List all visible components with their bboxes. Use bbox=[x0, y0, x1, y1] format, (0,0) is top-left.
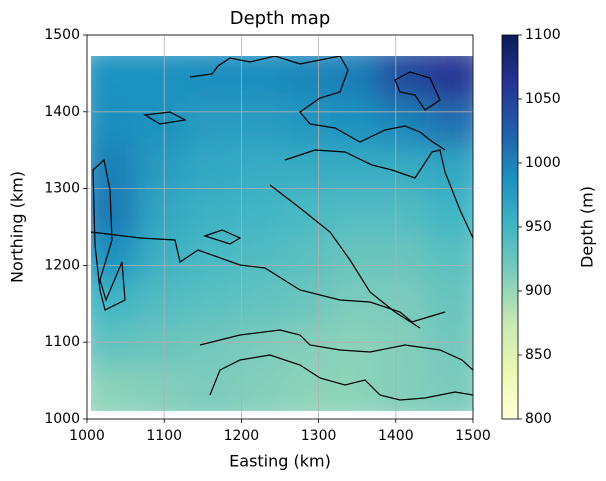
heat-cell bbox=[329, 102, 378, 147]
heat-cell bbox=[425, 323, 473, 368]
heat-cell bbox=[91, 234, 140, 280]
heat-cell bbox=[425, 56, 473, 103]
heat-cell bbox=[234, 234, 283, 280]
colorbar-tick-label: 1100 bbox=[525, 27, 561, 43]
heat-cell bbox=[91, 323, 140, 368]
heat-cell bbox=[377, 367, 426, 411]
heat-cell bbox=[138, 56, 188, 103]
colorbar-label: Depth (m) bbox=[578, 186, 597, 268]
y-tick-label: 1400 bbox=[44, 104, 80, 120]
heat-cell bbox=[138, 367, 188, 411]
heatmap bbox=[91, 56, 473, 411]
x-tick-label: 1300 bbox=[301, 428, 337, 444]
y-tick-label: 1100 bbox=[44, 334, 80, 350]
x-tick-label: 1100 bbox=[146, 428, 182, 444]
y-axis-label: Northing (km) bbox=[8, 171, 27, 283]
x-tick-label: 1200 bbox=[224, 428, 260, 444]
y-tick-label: 1300 bbox=[44, 181, 80, 197]
heat-cell bbox=[186, 190, 235, 236]
heat-cell bbox=[329, 323, 378, 368]
heat-cell bbox=[282, 146, 330, 192]
heat-cell bbox=[138, 323, 188, 368]
heat-cell bbox=[186, 146, 235, 192]
heat-cell bbox=[91, 102, 140, 147]
colorbar-tick-label: 850 bbox=[525, 347, 552, 363]
heat-cell bbox=[234, 190, 283, 236]
heat-cell bbox=[425, 234, 473, 280]
heat-cell bbox=[377, 56, 426, 103]
heat-cell bbox=[282, 323, 330, 368]
heat-cell bbox=[377, 190, 426, 236]
colorbar bbox=[501, 34, 519, 420]
heat-cell bbox=[282, 278, 330, 324]
heat-cell bbox=[329, 146, 378, 192]
x-axis-label: Easting (km) bbox=[229, 452, 331, 471]
heat-cell bbox=[91, 367, 140, 411]
heat-cell bbox=[91, 278, 140, 324]
heat-cell bbox=[186, 102, 235, 147]
heat-cell bbox=[186, 367, 235, 411]
heat-cell bbox=[282, 367, 330, 411]
heat-cell bbox=[329, 367, 378, 411]
plot-frame bbox=[86, 34, 474, 420]
heat-cell bbox=[425, 146, 473, 192]
heat-cell bbox=[425, 190, 473, 236]
heat-cell bbox=[425, 278, 473, 324]
heat-cell bbox=[377, 234, 426, 280]
heat-cell bbox=[329, 56, 378, 103]
heat-cell bbox=[234, 56, 283, 103]
heat-cell bbox=[425, 102, 473, 147]
colorbar-tick-label: 950 bbox=[525, 219, 552, 235]
contours bbox=[91, 56, 473, 401]
heat-cell bbox=[186, 323, 235, 368]
heat-cell bbox=[282, 234, 330, 280]
heat-cell bbox=[282, 56, 330, 103]
y-tick-label: 1000 bbox=[44, 411, 80, 427]
colorbar-tick-label: 1050 bbox=[525, 91, 561, 107]
heat-cell bbox=[91, 146, 140, 192]
heat-cell bbox=[138, 234, 188, 280]
heat-cell bbox=[234, 278, 283, 324]
heat-cell bbox=[91, 56, 140, 103]
heat-cell bbox=[282, 102, 330, 147]
x-tick-label: 1000 bbox=[69, 428, 105, 444]
heat-cell bbox=[186, 234, 235, 280]
heat-cell bbox=[138, 102, 188, 147]
colorbar-tick-label: 900 bbox=[525, 283, 552, 299]
heat-cell bbox=[377, 102, 426, 147]
heat-cell bbox=[91, 190, 140, 236]
y-tick-label: 1500 bbox=[44, 27, 80, 43]
heat-cell bbox=[138, 278, 188, 324]
x-tick-label: 1400 bbox=[378, 428, 414, 444]
heat-cell bbox=[234, 102, 283, 147]
heat-cell bbox=[329, 190, 378, 236]
y-tick-label: 1200 bbox=[44, 257, 80, 273]
heat-cell bbox=[234, 146, 283, 192]
heat-cell bbox=[186, 278, 235, 324]
heat-cell bbox=[138, 190, 188, 236]
heat-cell bbox=[138, 146, 188, 192]
chart-title: Depth map bbox=[230, 8, 331, 29]
heat-cell bbox=[234, 367, 283, 411]
heat-cell bbox=[425, 367, 473, 411]
x-tick-label: 1500 bbox=[455, 428, 491, 444]
heat-cell bbox=[186, 56, 235, 103]
colorbar-tick-label: 800 bbox=[525, 411, 552, 427]
colorbar-tick-label: 1000 bbox=[525, 155, 561, 171]
